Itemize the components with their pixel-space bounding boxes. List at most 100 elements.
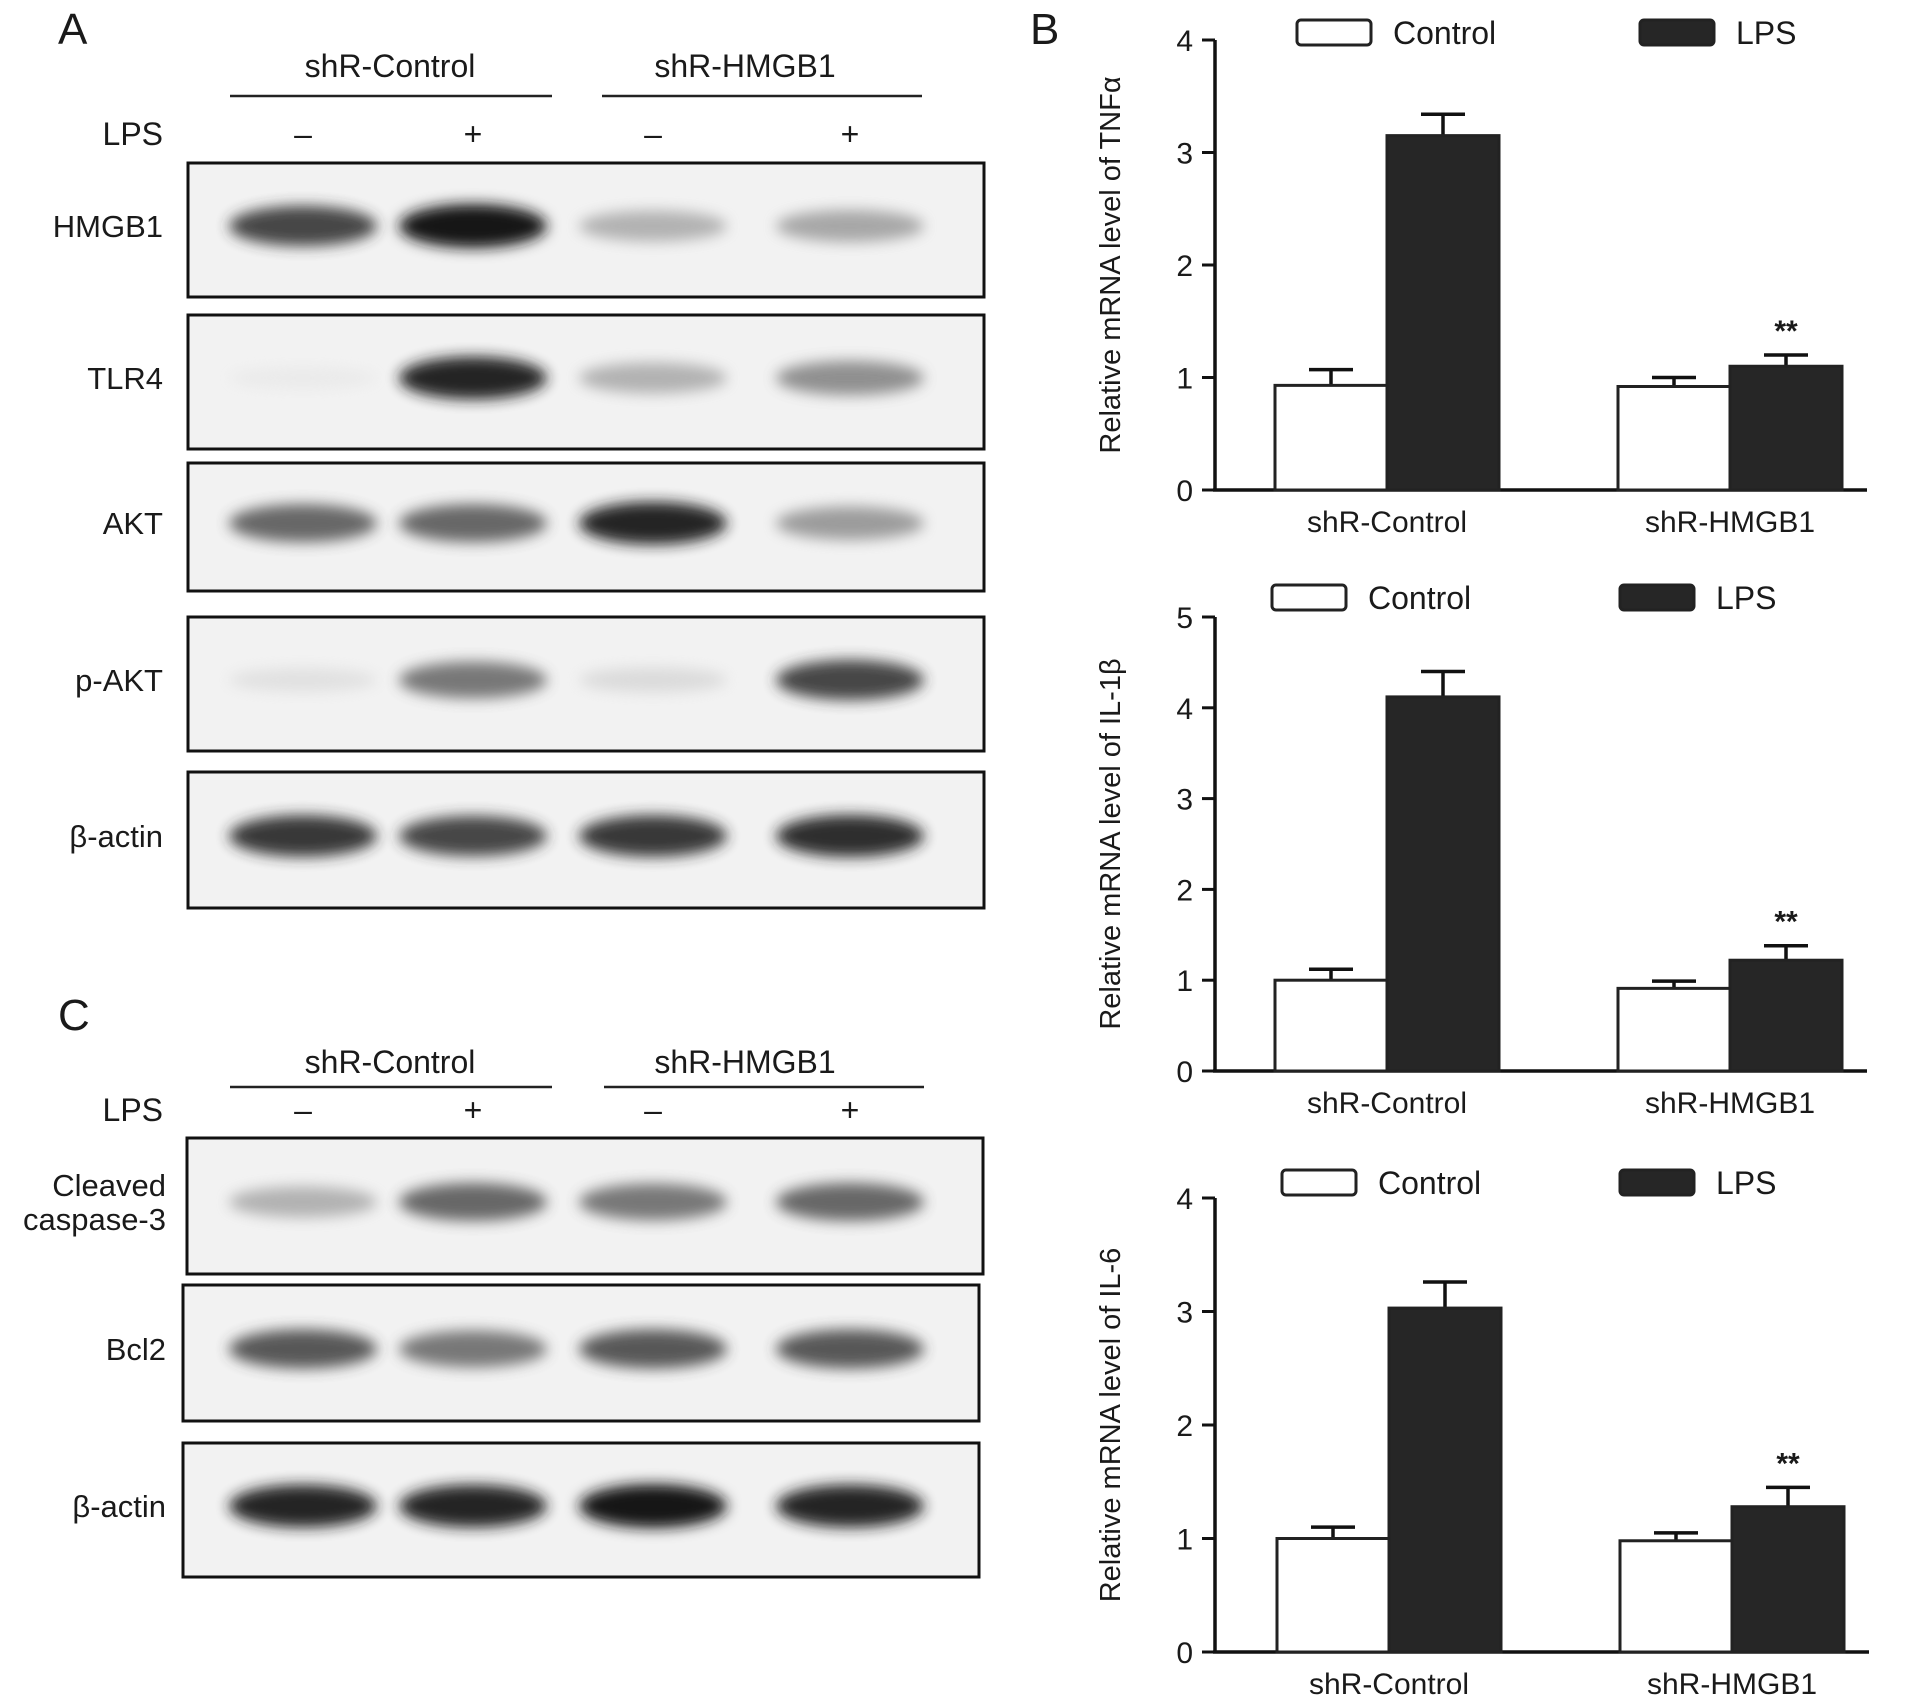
bar-chart-3: 0 1 2 3 4 Relative mRNA level of IL-6 shR-Cont… [1095,1165,1869,1701]
blot-band [579,362,727,394]
blot-band [229,1186,377,1218]
blot-label: Bcl2 [106,1332,166,1367]
blot-band [776,1484,924,1528]
legend-swatch-lps [1618,1168,1696,1197]
group-label-shr-control: shR-Control [305,48,476,84]
blot-band [399,661,547,699]
blot-band [579,1483,727,1528]
blot-label: TLR4 [87,361,163,396]
panel-c-western-blot: C shR-Control shR-HMGB1 LPS – + – + Clea… [23,991,985,1579]
blot-band [229,668,377,692]
y-tick-label: 3 [1176,1297,1193,1330]
panel-b-bar-charts: B 0 1 2 3 4 Relative mRNA level of TNFα shR-Co… [1030,5,1869,1701]
significance-marker: ** [1776,1447,1800,1480]
legend-swatch-lps [1638,18,1716,47]
blot-label: β-actin [72,1489,166,1524]
bar-chart-2: 0 1 2 3 4 5 Relative mRNA level of IL-1β shR-Co… [1095,580,1867,1120]
blot-band [776,1182,924,1221]
panel-letter-b: B [1030,5,1059,54]
group-label-shr-hmgb1: shR-HMGB1 [654,48,835,84]
y-tick-label: 0 [1176,475,1193,508]
blot-band [579,501,727,545]
y-tick-label: 2 [1176,1410,1193,1443]
blot-row-c-1: Cleaved caspase-3 [23,1136,985,1276]
y-tick-label: 2 [1176,874,1193,907]
bar-lps-2 [1728,958,1844,1073]
panel-letter-c: C [58,991,90,1040]
significance-marker: ** [1774,906,1798,939]
blot-label: p-AKT [75,663,163,698]
blot-band [776,506,924,540]
treatment-label-lps-c: LPS [103,1092,163,1128]
y-tick-label: 2 [1176,250,1193,283]
blot-label: β-actin [69,819,163,854]
y-tick-label: 1 [1176,1524,1193,1557]
bar-control-1 [1275,1537,1391,1654]
blot-row-a-1: HMGB1 [53,161,986,299]
lane-sign-1: – [294,116,312,152]
legend-swatch-control [1295,18,1373,47]
y-tick-label: 4 [1176,1183,1193,1216]
bar-control-2 [1618,1539,1734,1654]
x-category-label: shR-HMGB1 [1645,1087,1815,1120]
legend-label-control: Control [1378,1165,1481,1201]
blot-band [229,1484,377,1528]
significance-marker: ** [1774,315,1798,348]
blot-row-a-5: β-actin [69,770,986,910]
blot-band [776,209,924,242]
y-tick-label: 1 [1176,363,1193,396]
y-axis-title: Relative mRNA level of TNFα [1095,76,1127,453]
blot-row-a-3: AKT [103,461,986,593]
blot-band [579,1329,727,1369]
blot-band [399,1484,547,1528]
legend-label-lps: LPS [1716,1165,1776,1201]
y-tick-label: 0 [1176,1056,1193,1089]
blot-band [399,356,547,400]
blot-band [229,815,377,857]
y-axis-title: Relative mRNA level of IL-6 [1095,1248,1127,1603]
lane-sign-2: + [464,116,483,152]
lane-sign-c-2: + [464,1092,483,1128]
legend: Control LPS [1280,1165,1776,1201]
y-tick-label: 5 [1176,602,1193,635]
bar-control-2 [1616,385,1732,492]
y-tick-label: 4 [1176,693,1193,726]
blot-band [776,1329,924,1369]
blot-label: Cleaved caspase-3 [23,1168,166,1237]
blot-band [399,815,547,857]
blot-band [399,1182,547,1221]
legend-swatch-control [1270,583,1348,612]
blot-band [229,1329,377,1369]
blot-band [579,1183,727,1221]
x-category-label: shR-Control [1307,1087,1467,1120]
panel-a-western-blot: A shR-Control shR-HMGB1 LPS – + – + HMGB… [53,5,986,910]
x-category-label: shR-Control [1307,506,1467,539]
blot-band [579,667,727,693]
lane-sign-c-3: – [644,1092,662,1128]
blot-band [399,203,547,248]
lane-sign-c-4: + [841,1092,860,1128]
blot-band [776,659,924,701]
x-category-label: shR-HMGB1 [1645,506,1815,539]
y-axis-title: Relative mRNA level of IL-1β [1095,658,1127,1029]
bar-lps-2 [1730,1505,1846,1654]
blot-band [776,360,924,396]
x-category-label: shR-HMGB1 [1647,1668,1817,1701]
lane-sign-3: – [644,116,662,152]
bar-lps-1 [1387,1306,1503,1654]
blot-label: HMGB1 [53,209,163,244]
blot-band [229,504,377,543]
blot-label: AKT [103,506,163,541]
bar-chart-1: 0 1 2 3 4 Relative mRNA level of TNFα shR-Cont… [1095,15,1867,539]
blot-row-c-2: Bcl2 [106,1283,981,1423]
blot-band [579,210,727,242]
blot-band [229,205,377,247]
legend-label-lps: LPS [1716,580,1776,616]
bar-control-1 [1273,978,1389,1073]
lane-sign-4: + [841,116,860,152]
x-category-label: shR-Control [1309,1668,1469,1701]
legend: Control LPS [1270,580,1776,616]
legend-label-control: Control [1368,580,1471,616]
treatment-label-lps: LPS [103,116,163,152]
legend-swatch-lps [1618,583,1696,612]
